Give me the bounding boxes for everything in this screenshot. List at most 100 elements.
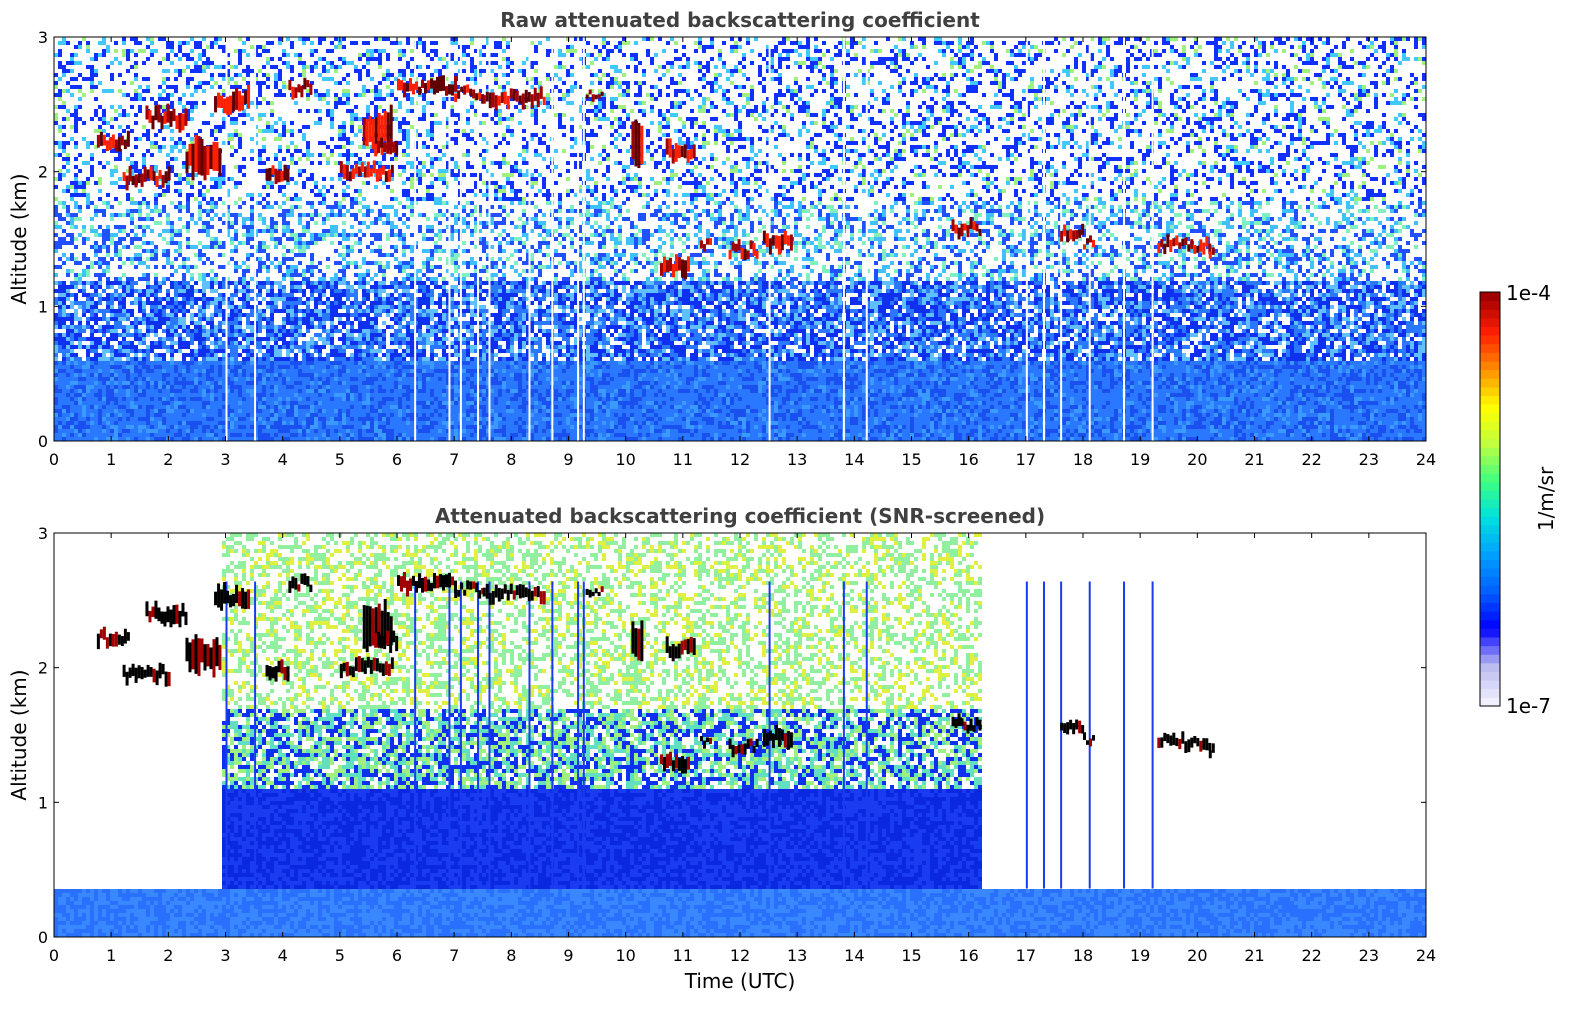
backscatter-cell bbox=[106, 133, 110, 137]
backscatter-cell bbox=[122, 229, 126, 233]
backscatter-cell bbox=[66, 361, 70, 365]
backscatter-cell bbox=[74, 257, 78, 261]
backscatter-cell bbox=[106, 193, 110, 197]
backscatter-cell bbox=[86, 337, 90, 341]
backscatter-cell bbox=[134, 417, 138, 421]
backscatter-cell bbox=[130, 389, 134, 393]
backscatter-cell bbox=[114, 181, 118, 185]
backscatter-cell bbox=[142, 393, 146, 397]
backscatter-cell bbox=[86, 45, 90, 49]
backscatter-cell bbox=[82, 413, 86, 417]
backscatter-cell bbox=[154, 397, 158, 401]
backscatter-cell bbox=[118, 393, 122, 397]
backscatter-cell bbox=[58, 145, 62, 149]
backscatter-cell bbox=[110, 73, 114, 77]
backscatter-cell bbox=[158, 393, 162, 397]
backscatter-cell bbox=[58, 245, 62, 249]
backscatter-cell bbox=[122, 305, 126, 309]
backscatter-cell bbox=[118, 249, 122, 253]
backscatter-cell bbox=[126, 385, 130, 389]
backscatter-cell bbox=[122, 225, 126, 229]
backscatter-cell bbox=[70, 397, 74, 401]
backscatter-cell bbox=[130, 429, 134, 433]
backscatter-cell bbox=[154, 197, 158, 201]
backscatter-cell bbox=[158, 149, 162, 153]
backscatter-cell bbox=[106, 389, 110, 393]
backscatter-cell bbox=[62, 405, 66, 409]
backscatter-cell bbox=[78, 209, 82, 213]
backscatter-cell bbox=[70, 329, 74, 333]
backscatter-cell bbox=[58, 125, 62, 129]
backscatter-cell bbox=[146, 273, 150, 277]
backscatter-cell bbox=[146, 297, 150, 301]
backscatter-cell bbox=[86, 201, 90, 205]
backscatter-cell bbox=[74, 365, 78, 369]
backscatter-cell bbox=[110, 357, 114, 361]
backscatter-cell bbox=[74, 293, 78, 297]
backscatter-cell bbox=[86, 257, 90, 261]
backscatter-cell bbox=[106, 361, 110, 365]
backscatter-cell bbox=[154, 293, 158, 297]
backscatter-cell bbox=[150, 217, 154, 221]
backscatter-cell bbox=[106, 285, 110, 289]
backscatter-cell bbox=[142, 305, 146, 309]
backscatter-cell bbox=[150, 401, 154, 405]
backscatter-cell bbox=[110, 433, 114, 437]
backscatter-cell bbox=[70, 381, 74, 385]
backscatter-cell bbox=[130, 437, 134, 441]
backscatter-cell bbox=[102, 37, 106, 41]
backscatter-cell bbox=[58, 409, 62, 413]
backscatter-cell bbox=[134, 401, 138, 405]
backscatter-cell bbox=[74, 373, 78, 377]
backscatter-cell bbox=[154, 209, 158, 213]
backscatter-cell bbox=[106, 161, 110, 165]
backscatter-cell bbox=[78, 429, 82, 433]
backscatter-cell bbox=[130, 349, 134, 353]
backscatter-cell bbox=[138, 389, 142, 393]
backscatter-cell bbox=[114, 437, 118, 441]
backscatter-cell bbox=[78, 433, 82, 437]
backscatter-cell bbox=[78, 369, 82, 373]
backscatter-cell bbox=[98, 437, 102, 441]
backscatter-cell bbox=[102, 413, 106, 417]
backscatter-cell bbox=[54, 421, 58, 425]
backscatter-cell bbox=[74, 285, 78, 289]
backscatter-cell bbox=[94, 401, 98, 405]
backscatter-cell bbox=[70, 401, 74, 405]
backscatter-cell bbox=[118, 257, 122, 261]
backscatter-cell bbox=[106, 237, 110, 241]
backscatter-cell bbox=[122, 337, 126, 341]
backscatter-cell bbox=[98, 197, 102, 201]
backscatter-cell bbox=[150, 421, 154, 425]
backscatter-cell bbox=[66, 269, 70, 273]
backscatter-cell bbox=[102, 241, 106, 245]
backscatter-cell bbox=[82, 237, 86, 241]
backscatter-cell bbox=[134, 421, 138, 425]
backscatter-cell bbox=[94, 369, 98, 373]
backscatter-cell bbox=[78, 373, 82, 377]
backscatter-cell bbox=[54, 265, 58, 269]
backscatter-cell bbox=[70, 325, 74, 329]
backscatter-cell bbox=[146, 413, 150, 417]
backscatter-cell bbox=[90, 337, 94, 341]
backscatter-cell bbox=[154, 49, 158, 53]
backscatter-cell bbox=[94, 393, 98, 397]
backscatter-cell bbox=[110, 325, 114, 329]
backscatter-cell bbox=[58, 141, 62, 145]
backscatter-cell bbox=[114, 245, 118, 249]
backscatter-cell bbox=[110, 365, 114, 369]
backscatter-cell bbox=[138, 393, 142, 397]
backscatter-cell bbox=[82, 137, 86, 141]
backscatter-cell bbox=[122, 185, 126, 189]
backscatter-cell bbox=[150, 317, 154, 321]
backscatter-cell bbox=[138, 421, 142, 425]
backscatter-cell bbox=[82, 257, 86, 261]
backscatter-cell bbox=[154, 433, 158, 437]
backscatter-cell bbox=[66, 81, 70, 85]
backscatter-cell bbox=[70, 181, 74, 185]
backscatter-cell bbox=[66, 421, 70, 425]
backscatter-cell bbox=[122, 421, 126, 425]
backscatter-cell bbox=[102, 201, 106, 205]
backscatter-cell bbox=[70, 253, 74, 257]
backscatter-cell bbox=[150, 257, 154, 261]
